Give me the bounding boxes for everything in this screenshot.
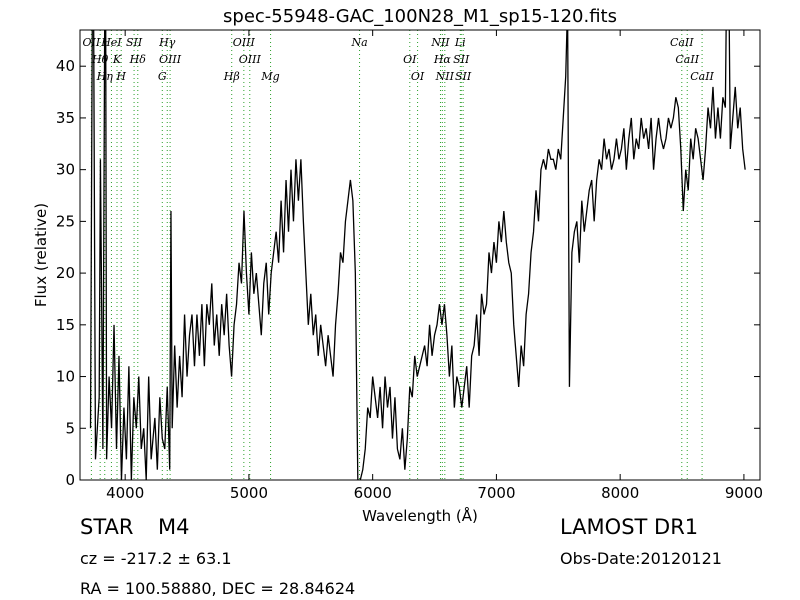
spectral-line-label: OIII bbox=[239, 53, 262, 66]
spectral-line-label: NII bbox=[435, 70, 455, 83]
coordinates: RA = 100.58880, DEC = 28.84624 bbox=[80, 579, 355, 598]
spectral-line-label: Hδ bbox=[129, 53, 147, 66]
spectral-line-label: Hθ bbox=[91, 53, 109, 66]
spectral-line-label: OIII bbox=[159, 53, 182, 66]
spectral-line-label: OII bbox=[83, 36, 101, 49]
spectral-line-label: SII bbox=[453, 53, 470, 66]
spectral-line-label: Hβ bbox=[223, 70, 240, 83]
spectral-line-label: Hα bbox=[433, 53, 452, 66]
spectral-line-label: NII bbox=[430, 36, 450, 49]
subclass: M4 bbox=[158, 515, 189, 539]
y-tick-label: 0 bbox=[65, 471, 75, 489]
redshift: cz = -217.2 ± 63.1 bbox=[80, 549, 232, 568]
clip-group bbox=[89, 30, 746, 480]
spectral-line-label: OI bbox=[403, 53, 417, 66]
spectral-line-label: Li bbox=[454, 36, 466, 49]
spectral-line-label: CaII bbox=[690, 70, 714, 83]
x-axis-label: Wavelength (Å) bbox=[362, 506, 478, 525]
y-tick-label: 40 bbox=[56, 57, 75, 75]
spectral-line-label: OI bbox=[411, 70, 425, 83]
spectral-line-label: HeI bbox=[100, 36, 122, 49]
spectral-line-label: K bbox=[112, 53, 122, 66]
y-tick-label: 15 bbox=[56, 316, 75, 334]
x-tick-label: 5000 bbox=[230, 484, 268, 502]
x-tick-label: 7000 bbox=[477, 484, 515, 502]
spectral-line-label: CaII bbox=[670, 36, 694, 49]
plot-frame bbox=[79, 29, 761, 481]
spectral-line-label: Na bbox=[350, 36, 367, 49]
y-tick-label: 20 bbox=[56, 264, 75, 282]
spectral-line-label: H bbox=[115, 70, 126, 83]
y-tick-label: 5 bbox=[65, 419, 75, 437]
spectral-line-label: SII bbox=[455, 70, 472, 83]
x-tick-label: 4000 bbox=[106, 484, 144, 502]
spectrum-line bbox=[89, 30, 746, 480]
y-tick-label: 35 bbox=[56, 109, 75, 127]
spectral-line-label: SII bbox=[126, 36, 143, 49]
y-tick-label: 30 bbox=[56, 161, 75, 179]
y-tick-label: 25 bbox=[56, 212, 75, 230]
spectral-line-label: G bbox=[158, 70, 167, 83]
spectral-line-label: Mg bbox=[260, 70, 279, 83]
spectral-line-label: OIII bbox=[233, 36, 256, 49]
spectral-line-label: Hγ bbox=[158, 36, 176, 49]
spectral-line-label: CaII bbox=[675, 53, 699, 66]
plot-area: OII Hθ Hη HeI KH SII Hδ G Hγ OIII Hβ OIII OIII Mg Na OI… bbox=[56, 29, 763, 502]
x-tick-label: 8000 bbox=[601, 484, 639, 502]
class: STAR bbox=[80, 515, 133, 539]
x-tick-label: 6000 bbox=[354, 484, 392, 502]
survey: LAMOST DR1 bbox=[560, 515, 698, 539]
y-axis-label: Flux (relative) bbox=[32, 203, 50, 307]
x-tick-label: 9000 bbox=[725, 484, 763, 502]
spectral-line-label: Hη bbox=[96, 70, 114, 83]
y-tick-label: 10 bbox=[56, 368, 75, 386]
obs-date: Obs-Date:20120121 bbox=[560, 549, 722, 568]
chart-title: spec-55948-GAC_100N28_M1_sp15-120.fits bbox=[223, 6, 617, 27]
